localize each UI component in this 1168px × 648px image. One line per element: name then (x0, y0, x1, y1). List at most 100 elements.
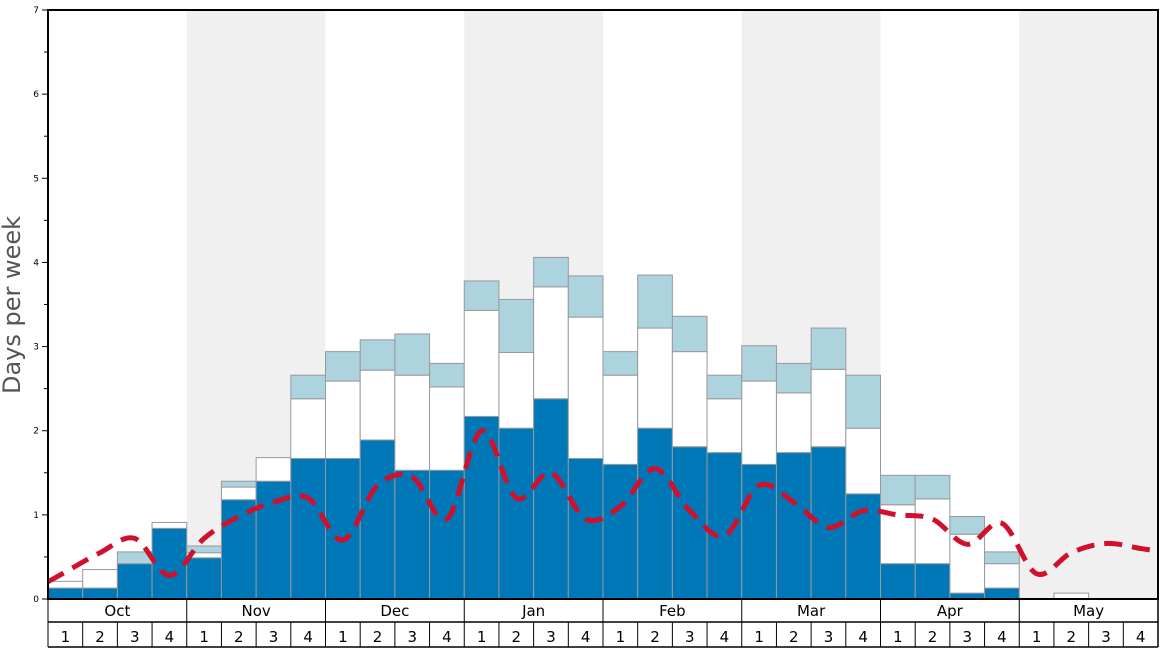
week-label: 1 (754, 628, 764, 646)
month-shade-may (1019, 10, 1158, 599)
bar-segment-light (914, 474, 951, 500)
bar-segment-white (637, 327, 673, 429)
week-label: 4 (442, 628, 452, 646)
bar-segment-white (775, 392, 812, 454)
bar-segment-dark (290, 457, 326, 600)
week-label: 1 (199, 628, 209, 646)
bar-segment-dark (186, 557, 222, 600)
month-label-jan: Jan (521, 602, 545, 620)
bar-segment-white (810, 368, 847, 448)
bar-segment-light (671, 315, 708, 353)
week-label: 4 (997, 628, 1007, 646)
bar-segment-light (741, 345, 777, 382)
bar-segment-dark (359, 439, 396, 600)
week-label: 3 (824, 628, 834, 646)
week-label: 2 (95, 628, 105, 646)
y-axis: 0 1 2 3 4 5 6 7 (33, 6, 48, 605)
bar-segment-light (984, 551, 1020, 565)
y-tick-label: 4 (33, 258, 39, 268)
bar-segment-dark (602, 463, 639, 600)
y-tick-label: 1 (33, 511, 39, 521)
bar-segment-white (533, 286, 569, 400)
bar-segment-light (845, 374, 881, 429)
bar-segment-dark (498, 427, 535, 600)
y-tick-label: 3 (33, 343, 39, 353)
bar-segment-white (706, 398, 743, 454)
month-label-apr: Apr (937, 602, 964, 620)
week-label: 2 (789, 628, 799, 646)
bar-segment-light (880, 474, 916, 506)
bar-segment-light (359, 339, 396, 371)
bar-segment-white (914, 498, 951, 565)
bar-segment-white (220, 486, 257, 501)
bar-segment-white (463, 309, 500, 417)
y-axis-label: Days per week (0, 216, 26, 394)
bar-segment-white (984, 563, 1020, 589)
week-label: 3 (269, 628, 279, 646)
bar-segment-white (567, 316, 604, 459)
bar-segment-dark (220, 499, 257, 600)
bar-segment-dark (637, 427, 673, 600)
bar-segment-white (255, 457, 292, 482)
y-tick-label: 5 (33, 174, 39, 184)
bar-segment-white (741, 380, 777, 465)
bar-segment-light (775, 362, 812, 394)
week-label: 4 (720, 628, 730, 646)
bar-segment-white (602, 374, 639, 465)
bar-segment-dark (914, 563, 951, 600)
bar-segment-light (567, 275, 604, 318)
bar-segment-light (533, 256, 569, 288)
week-label: 4 (858, 628, 868, 646)
month-label-may: May (1073, 602, 1104, 620)
bar-segment-light (290, 374, 326, 400)
bar-segment-light (429, 362, 465, 388)
bar-segment-dark (325, 457, 361, 600)
x-axis: Oct 1 2 3 4 Nov 1 2 3 4 Dec 1 2 3 4 Jan 1 2 3 4 Feb 1 2 3 4 Mar 1 2… (47, 599, 1159, 648)
month-label-nov: Nov (241, 602, 270, 620)
week-label: 1 (1032, 628, 1042, 646)
week-label: 1 (477, 628, 487, 646)
week-label: 1 (893, 628, 903, 646)
bars-group (47, 256, 1090, 600)
bar-segment-white (845, 427, 881, 495)
week-label: 3 (407, 628, 417, 646)
bar-segment-dark (775, 452, 812, 600)
bar-segment-dark (47, 587, 84, 600)
bar-segment-light (602, 351, 639, 376)
month-label-mar: Mar (797, 602, 826, 620)
y-tick-label: 7 (33, 6, 39, 16)
trend-line (46, 428, 1159, 584)
bar-segment-light (637, 274, 673, 329)
bar-segment-dark (567, 457, 604, 600)
week-label: 4 (581, 628, 591, 646)
week-label: 2 (928, 628, 938, 646)
week-label: 4 (165, 628, 175, 646)
bar-segment-white (359, 369, 396, 441)
week-label: 3 (1101, 628, 1111, 646)
week-label: 2 (650, 628, 660, 646)
month-label-feb: Feb (659, 602, 686, 620)
bar-segment-white (325, 380, 361, 459)
bar-segment-dark (151, 527, 188, 600)
y-tick-label: 6 (33, 90, 39, 100)
week-label: 1 (616, 628, 626, 646)
bar-segment-white (290, 398, 326, 459)
bar-segment-dark (984, 587, 1020, 600)
bar-segment-light (463, 280, 500, 311)
bar-segment-light (220, 480, 257, 488)
y-tick-label: 2 (33, 427, 39, 437)
bar-segment-light (394, 333, 431, 376)
week-label: 3 (546, 628, 556, 646)
week-label: 2 (1067, 628, 1077, 646)
bar-segment-white (47, 580, 84, 589)
bar-segment-light (810, 327, 847, 370)
bar-segment-white (429, 386, 465, 471)
bar-segment-dark (533, 398, 569, 600)
week-label: 1 (338, 628, 348, 646)
month-label-oct: Oct (104, 602, 130, 620)
week-label: 3 (962, 628, 972, 646)
y-tick-label: 0 (33, 595, 39, 605)
bar-segment-dark (82, 587, 118, 600)
bar-segment-light (325, 351, 361, 382)
